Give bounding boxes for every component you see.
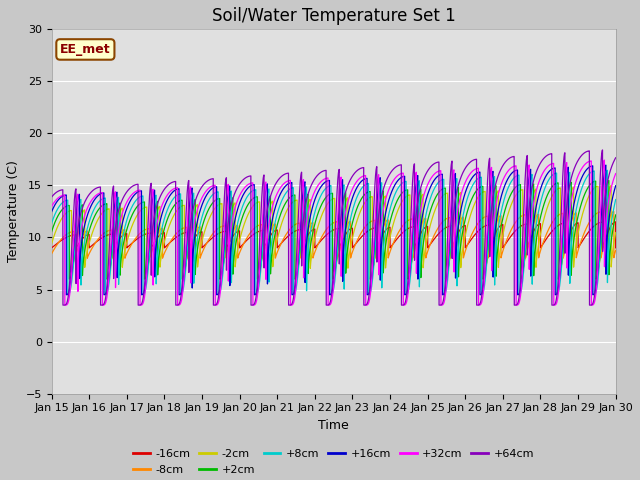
Legend: -16cm, -8cm, -2cm, +2cm, +8cm, +16cm, +32cm, +64cm: -16cm, -8cm, -2cm, +2cm, +8cm, +16cm, +3… bbox=[129, 444, 539, 479]
+16cm bbox=[602, 162, 610, 168]
+8cm bbox=[612, 197, 620, 203]
+8cm bbox=[476, 175, 484, 180]
+32cm bbox=[239, 186, 247, 192]
+64cm bbox=[581, 150, 589, 156]
-16cm bbox=[315, 240, 323, 246]
-8cm bbox=[588, 215, 596, 221]
+64cm bbox=[588, 302, 596, 308]
-8cm bbox=[476, 218, 484, 224]
-16cm bbox=[48, 245, 56, 251]
+32cm bbox=[476, 302, 484, 308]
-16cm bbox=[581, 234, 589, 240]
-8cm bbox=[460, 252, 468, 258]
+8cm bbox=[48, 220, 56, 226]
-2cm bbox=[315, 221, 323, 227]
Title: Soil/Water Temperature Set 1: Soil/Water Temperature Set 1 bbox=[212, 7, 456, 25]
-8cm bbox=[70, 255, 78, 261]
-2cm bbox=[476, 192, 484, 198]
+16cm bbox=[315, 188, 323, 193]
-16cm bbox=[612, 219, 620, 225]
-2cm bbox=[581, 203, 589, 209]
+32cm bbox=[315, 181, 323, 187]
+64cm bbox=[59, 302, 67, 308]
+8cm bbox=[460, 208, 468, 214]
Line: -8cm: -8cm bbox=[52, 212, 616, 258]
+8cm bbox=[239, 202, 247, 207]
+8cm bbox=[581, 178, 589, 183]
-8cm bbox=[315, 240, 323, 246]
Y-axis label: Temperature (C): Temperature (C) bbox=[7, 160, 20, 263]
+32cm bbox=[600, 157, 608, 163]
-2cm bbox=[239, 224, 247, 230]
+32cm bbox=[612, 171, 620, 177]
+16cm bbox=[581, 169, 589, 175]
+2cm bbox=[612, 212, 620, 218]
-16cm bbox=[612, 245, 620, 251]
-2cm bbox=[293, 266, 301, 272]
+16cm bbox=[460, 194, 468, 200]
+64cm bbox=[612, 155, 620, 161]
+2cm bbox=[605, 178, 612, 183]
+16cm bbox=[612, 183, 620, 189]
-8cm bbox=[581, 228, 589, 234]
+2cm bbox=[460, 222, 468, 228]
-8cm bbox=[48, 251, 56, 257]
Line: -2cm: -2cm bbox=[52, 186, 616, 269]
-8cm bbox=[612, 247, 620, 253]
+2cm bbox=[588, 180, 596, 186]
Line: -16cm: -16cm bbox=[52, 222, 616, 248]
+64cm bbox=[460, 168, 468, 173]
Text: EE_met: EE_met bbox=[60, 43, 111, 56]
+2cm bbox=[404, 276, 412, 282]
Line: +32cm: +32cm bbox=[52, 160, 616, 305]
-16cm bbox=[588, 225, 596, 231]
+2cm bbox=[48, 229, 56, 235]
-2cm bbox=[460, 239, 468, 245]
-16cm bbox=[460, 223, 468, 228]
+2cm bbox=[239, 212, 247, 217]
+64cm bbox=[239, 177, 247, 182]
+32cm bbox=[581, 161, 589, 167]
+32cm bbox=[61, 302, 68, 308]
-8cm bbox=[610, 209, 618, 215]
Line: +8cm: +8cm bbox=[52, 170, 616, 295]
-16cm bbox=[476, 227, 484, 232]
+64cm bbox=[598, 147, 606, 153]
Line: +16cm: +16cm bbox=[52, 165, 616, 295]
Line: +64cm: +64cm bbox=[52, 150, 616, 305]
+16cm bbox=[239, 192, 247, 198]
+16cm bbox=[476, 169, 484, 175]
+2cm bbox=[315, 209, 323, 215]
+32cm bbox=[48, 204, 56, 209]
+8cm bbox=[588, 169, 596, 175]
+2cm bbox=[581, 191, 589, 196]
Line: +2cm: +2cm bbox=[52, 180, 616, 279]
+2cm bbox=[476, 184, 484, 190]
-2cm bbox=[607, 183, 615, 189]
+8cm bbox=[604, 168, 611, 173]
+16cm bbox=[48, 209, 56, 215]
-16cm bbox=[239, 241, 247, 247]
-2cm bbox=[612, 229, 620, 235]
-2cm bbox=[588, 188, 596, 193]
-2cm bbox=[48, 241, 56, 247]
+64cm bbox=[315, 171, 323, 177]
X-axis label: Time: Time bbox=[318, 419, 349, 432]
+32cm bbox=[588, 302, 596, 308]
+8cm bbox=[289, 292, 297, 298]
-8cm bbox=[239, 241, 247, 247]
+16cm bbox=[175, 292, 183, 298]
+32cm bbox=[460, 182, 468, 188]
+8cm bbox=[315, 198, 323, 204]
+64cm bbox=[48, 194, 56, 200]
+64cm bbox=[476, 301, 484, 307]
+16cm bbox=[588, 163, 596, 169]
